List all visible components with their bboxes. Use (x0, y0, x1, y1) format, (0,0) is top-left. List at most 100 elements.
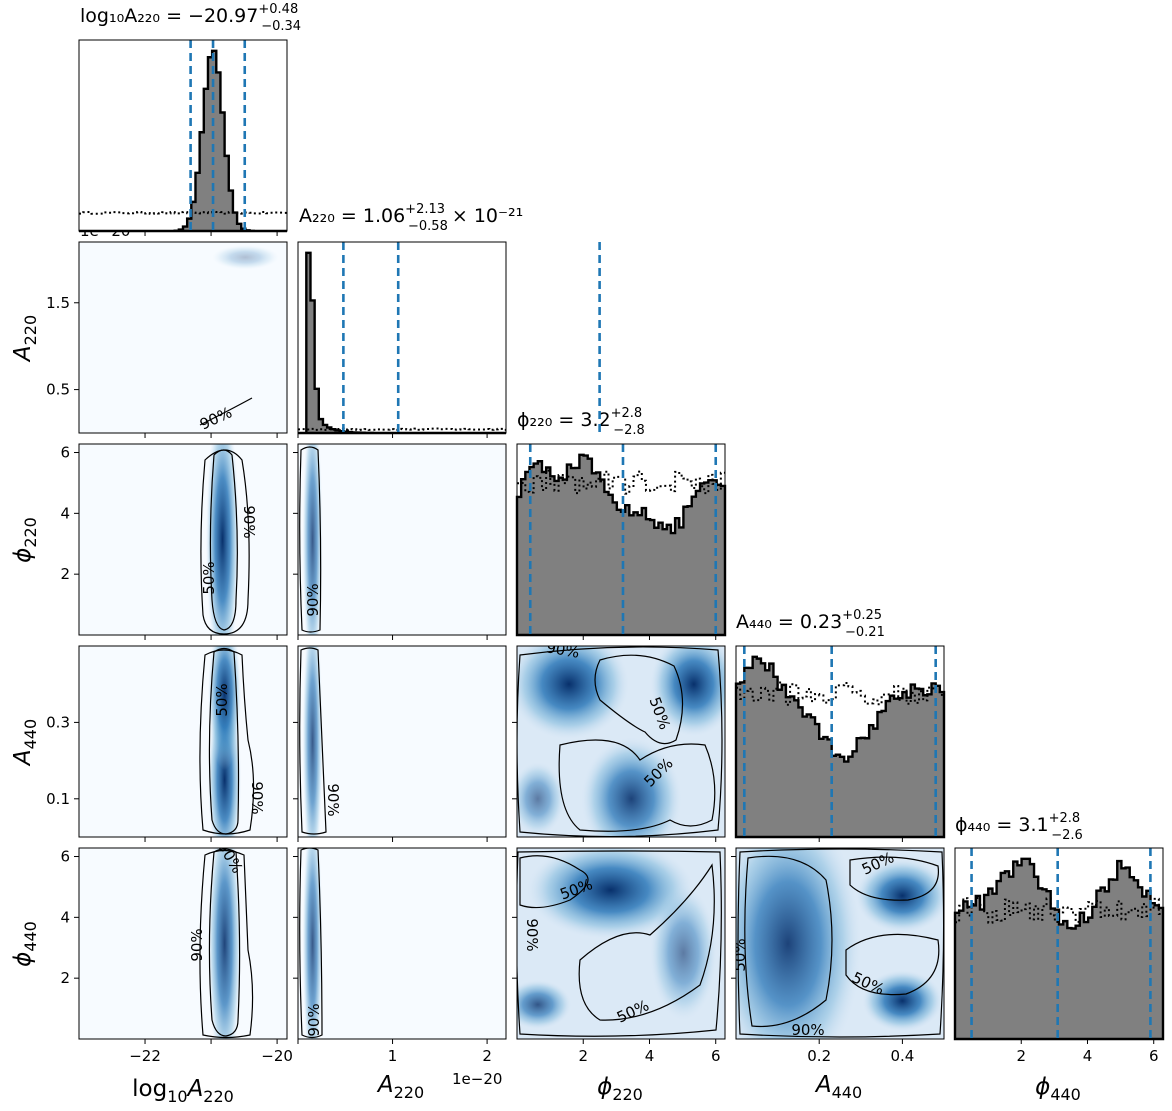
ytick-label-phi440-2: 6 (60, 848, 70, 866)
contour-2 (517, 646, 723, 837)
hist-panel-A440 (734, 645, 946, 839)
xtick-label-phi220-0: 2 (578, 1047, 588, 1065)
density-panel-logA220-vs-A220: 90% (78, 241, 288, 434)
xtick-label-A440-1: 0.4 (890, 1047, 914, 1065)
density-panel-logA220-vs-phi220: 50% 90% (78, 443, 288, 636)
xtick-label-logA220-2: −20 (261, 1047, 293, 1065)
ytick-label-phi220-2: 6 (60, 444, 70, 462)
prior-histogram (955, 897, 1163, 924)
title-phi440: ϕ₄₄₀ = 3.1+2.8 −2.6 (955, 811, 1083, 843)
panel-frame (78, 645, 288, 838)
xtick-label-A220-2: 2 (482, 1047, 492, 1065)
xtick-label-phi220-1: 4 (645, 1047, 655, 1065)
contour-label-1: 90% (248, 781, 266, 814)
density-panel-A220-vs-phi220: 90% (297, 443, 507, 636)
title-log10A220: log₁₀A₂₂₀ = −20.97+0.48 −0.34 (80, 2, 301, 34)
posterior-histogram (515, 453, 727, 637)
xtick-label-phi440-1: 4 (1083, 1047, 1093, 1065)
density-background (79, 848, 287, 1039)
density-blob-1 (855, 859, 944, 933)
ytick-label-A220-0: 0.5 (46, 381, 70, 399)
contour-0 (594, 654, 684, 745)
density-panel-logA220-vs-A440: 50% 90% (78, 645, 288, 838)
posterior-histogram (953, 857, 1165, 1041)
density-blob-1 (517, 646, 629, 740)
xtick-label-phi440-2: 6 (1149, 1047, 1159, 1065)
panel-frame (78, 847, 288, 1040)
density-blob-0 (302, 848, 323, 1039)
ytick-label-phi440-0: 2 (60, 969, 70, 987)
xlabel-phi440: ϕ440 (1035, 1074, 1081, 1104)
hist-panel-phi440 (953, 847, 1165, 1041)
contour-label-3: 90% (791, 1021, 824, 1039)
contour-0 (199, 397, 253, 426)
hist-frame (78, 39, 288, 232)
contour-0 (299, 647, 327, 835)
density-background (298, 444, 506, 635)
contour-label-0: 90% (305, 1003, 323, 1036)
contour-label-0: 50% (731, 938, 749, 971)
contour-0 (209, 449, 238, 631)
density-blob-0 (581, 737, 682, 837)
panel-frame (516, 847, 726, 1040)
contour-0 (299, 446, 322, 633)
density-background (79, 242, 287, 433)
density-blob-0 (207, 848, 242, 1039)
ytick-label-phi220-1: 4 (60, 504, 70, 522)
hist-background (298, 242, 506, 433)
density-blob-0 (212, 245, 279, 270)
density-background (79, 444, 287, 635)
density-blob-2 (650, 885, 717, 1021)
contour-0 (299, 848, 323, 1039)
offset-label-xaxis: 1e−20 (452, 1070, 502, 1088)
panel-frame (78, 241, 288, 434)
hist-background (79, 40, 287, 231)
posterior-histogram (734, 655, 946, 839)
hist-frame (954, 847, 1164, 1040)
xlabel-A440: A440 (814, 1072, 862, 1102)
panel-frame (297, 443, 507, 636)
panel-frame (297, 847, 507, 1040)
ylabel-A220: A220 (10, 315, 40, 363)
contour-2 (845, 933, 940, 996)
contour-label-1: 90% (188, 928, 206, 961)
contour-label-0: 90% (304, 583, 322, 616)
density-panel-phi220-vs-A440: 50%50%90% (516, 645, 726, 838)
ylabel-phi220: ϕ220 (10, 517, 40, 563)
contour-1 (199, 649, 255, 835)
contour-0 (519, 855, 589, 909)
density-panel-A220-vs-phi440: 90% (297, 847, 507, 1040)
density-layer: 90% (299, 646, 342, 837)
panel-frame (516, 645, 726, 838)
density-layer: 50%50%50%90% (731, 848, 944, 1039)
prior-histogram (298, 427, 506, 431)
contour-label-0: 50% (213, 683, 231, 716)
density-blob-0 (302, 444, 323, 635)
panel-frame (735, 847, 945, 1040)
prior-histogram (736, 681, 944, 706)
density-background (298, 848, 506, 1039)
title-A220: A₂₂₀ = 1.06+2.13 −0.58 × 10⁻²¹ (299, 202, 523, 234)
density-layer: 50%90% (188, 848, 254, 1039)
density-blob-0 (736, 848, 862, 1039)
density-layer: 50% 90% (199, 646, 266, 837)
contour-label-0: 50% (200, 561, 218, 594)
density-layer: 90% (299, 848, 323, 1039)
ytick-label-phi440-1: 4 (60, 908, 70, 926)
ytick-label-A440-0: 0.1 (46, 790, 70, 808)
density-blob-0 (527, 848, 694, 939)
density-blob-0 (302, 646, 323, 837)
title-A440: A₄₄₀ = 0.23+0.25 −0.21 (736, 608, 885, 640)
contour-1 (558, 739, 716, 832)
density-blob-0 (205, 444, 240, 635)
density-layer: 50%50%90% (517, 646, 725, 837)
contour-1 (199, 849, 254, 1039)
ytick-label-A220-1: 1.5 (46, 294, 70, 312)
density-panel-logA220-vs-phi440: 50%90% (78, 847, 288, 1040)
xtick-label-logA220-0: −22 (129, 1047, 161, 1065)
density-layer: 90% (197, 245, 279, 433)
hist-panel-phi220 (515, 443, 727, 637)
xtick-label-A440-0: 0.2 (807, 1047, 831, 1065)
xtick-label-A220-1: 1 (388, 1047, 398, 1065)
